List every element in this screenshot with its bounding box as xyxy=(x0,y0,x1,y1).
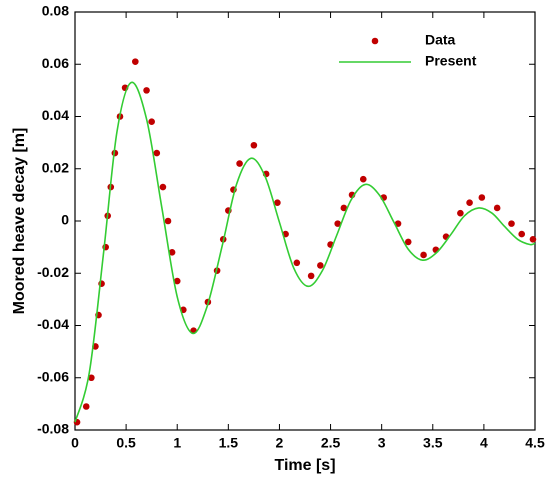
x-axis-label: Time [s] xyxy=(274,457,335,474)
x-tick-label: 4.5 xyxy=(525,435,545,451)
data-point xyxy=(529,235,537,243)
legend-label: Data xyxy=(425,32,456,48)
y-tick-label: 0.08 xyxy=(42,3,69,19)
y-tick-label: 0.02 xyxy=(42,159,69,175)
data-point xyxy=(293,259,301,267)
data-point xyxy=(317,262,324,269)
x-tick-label: 2.5 xyxy=(321,435,341,451)
data-point xyxy=(404,238,412,246)
x-tick-label: 3.5 xyxy=(423,435,443,451)
x-tick-label: 3 xyxy=(378,435,386,451)
data-point xyxy=(334,220,342,227)
data-point xyxy=(359,175,367,183)
data-point xyxy=(148,118,155,126)
data-point xyxy=(478,194,486,201)
data-point xyxy=(153,149,161,157)
data-point xyxy=(274,199,281,207)
y-tick-label: 0 xyxy=(61,212,69,228)
y-tick-label: -0.02 xyxy=(37,264,69,280)
data-point xyxy=(236,160,243,167)
data-point xyxy=(394,220,402,227)
model-line xyxy=(74,81,536,423)
y-axis-label: Moored heave decay [m] xyxy=(11,128,28,315)
data-point xyxy=(159,183,167,191)
data-point xyxy=(164,217,172,225)
data-point xyxy=(457,209,464,217)
data-point xyxy=(88,374,95,382)
x-tick-label: 1.5 xyxy=(219,435,239,451)
data-point xyxy=(420,251,427,259)
y-tick-label: 0.04 xyxy=(42,107,69,123)
x-tick-label: 4 xyxy=(480,435,488,451)
data-point xyxy=(340,204,348,212)
data-point xyxy=(493,204,501,212)
x-tick-label: 0 xyxy=(71,435,79,451)
data-point xyxy=(518,230,526,238)
y-tick-label: -0.04 xyxy=(37,316,69,332)
y-tick-label: -0.06 xyxy=(37,368,69,384)
data-point xyxy=(132,58,139,65)
data-point xyxy=(168,249,176,256)
data-point xyxy=(250,141,258,149)
x-tick-label: 1 xyxy=(173,435,181,451)
x-tick-label: 2 xyxy=(276,435,284,451)
x-tick-label: 0.5 xyxy=(116,435,136,451)
legend-label: Present xyxy=(425,53,477,69)
y-tick-label: 0.06 xyxy=(42,55,69,71)
data-point xyxy=(143,87,150,94)
data-point xyxy=(508,220,515,227)
y-tick-label: -0.08 xyxy=(37,421,69,437)
data-point xyxy=(73,418,81,426)
legend-marker xyxy=(371,37,379,45)
data-point xyxy=(82,403,90,410)
data-point xyxy=(466,199,473,207)
data-point xyxy=(173,277,181,285)
plot-frame xyxy=(74,11,536,431)
data-point xyxy=(307,272,315,280)
